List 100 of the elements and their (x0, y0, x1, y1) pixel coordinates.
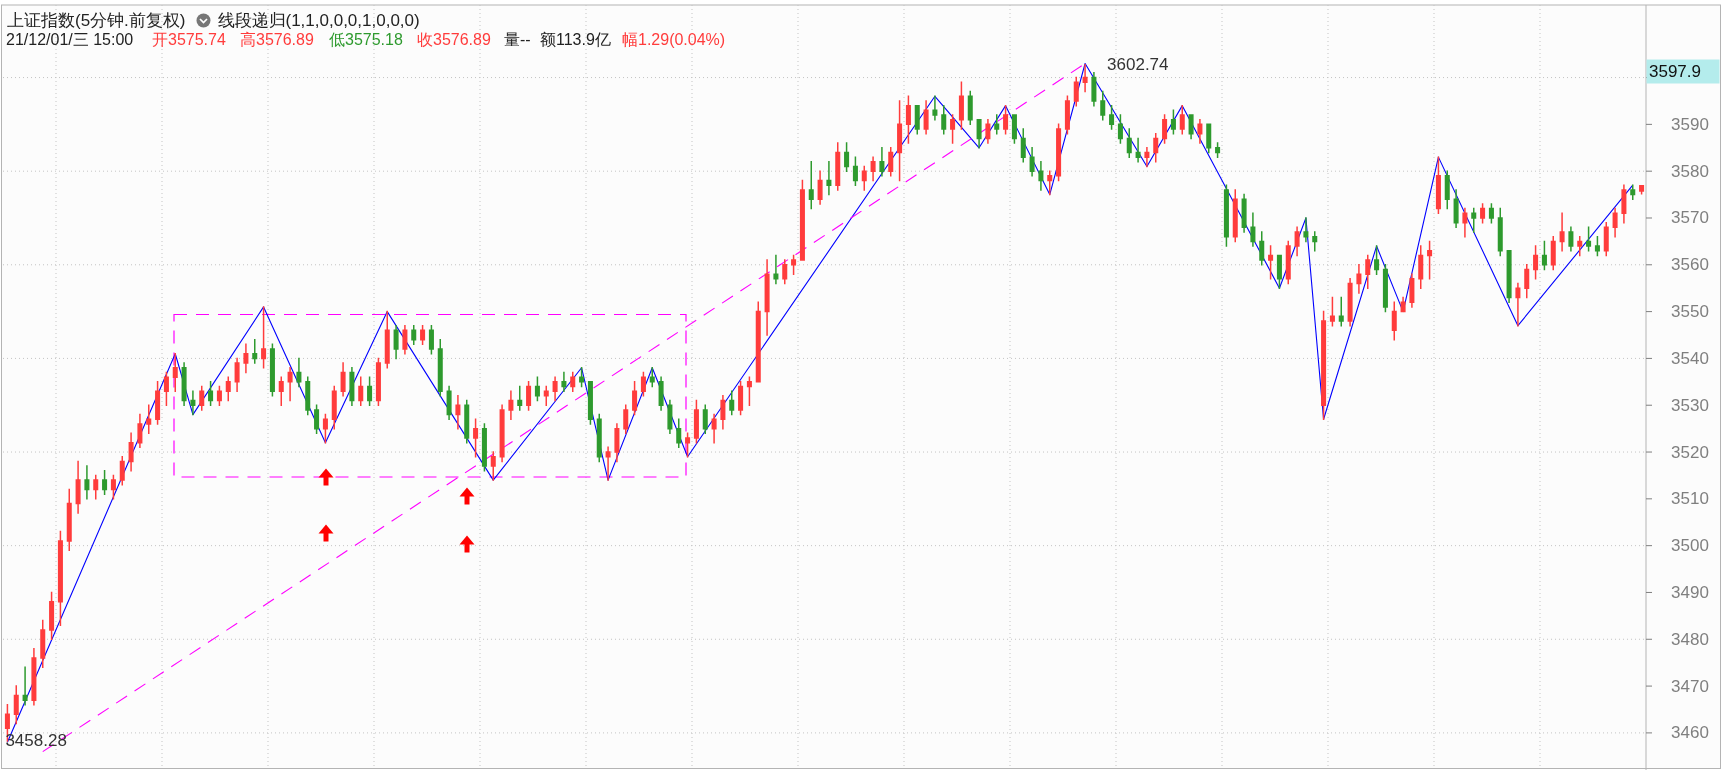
candlestick (314, 404, 320, 435)
candlestick (146, 404, 152, 435)
candlestick (1639, 184, 1645, 195)
candlestick (1162, 114, 1168, 144)
candlestick (287, 367, 293, 402)
candlestick (1109, 104, 1115, 130)
candlestick (1444, 170, 1450, 210)
candlestick (720, 395, 726, 430)
y-tick-label: 3530 (1671, 395, 1709, 415)
candlestick (1356, 264, 1362, 294)
candlestick (66, 488, 72, 552)
candlestick (57, 530, 63, 626)
candlestick (1126, 128, 1132, 158)
candlestick (155, 381, 161, 425)
candlestick (367, 376, 373, 406)
candlestick (49, 591, 55, 641)
candlestick (40, 619, 46, 669)
candlestick (305, 376, 311, 416)
candlestick (870, 156, 876, 182)
candlestick (110, 474, 116, 500)
text: 3597.9 (1649, 62, 1701, 81)
candlestick (296, 357, 302, 388)
candlestick (1612, 207, 1618, 238)
candlestick (446, 385, 452, 421)
annotation: 3602.74 (1107, 55, 1169, 75)
candlestick (1365, 254, 1371, 289)
candlestick (428, 324, 434, 355)
candlestick (1329, 296, 1335, 327)
candlestick (1427, 240, 1433, 280)
candlestick (393, 324, 399, 360)
candlestick (738, 381, 744, 416)
y-tick-label: 3470 (1671, 676, 1709, 696)
candlestick (1462, 207, 1468, 238)
candlestick (1206, 123, 1212, 154)
y-tick-label: 3500 (1671, 536, 1709, 556)
candlestick (526, 381, 532, 411)
candlestick (1524, 264, 1530, 299)
candlestick (1418, 245, 1424, 289)
candlestick (985, 118, 991, 144)
candlestick (243, 343, 249, 374)
y-tick-label: 3490 (1671, 582, 1709, 602)
candlestick (614, 423, 620, 463)
candlestick (543, 385, 549, 406)
candlestick (1020, 128, 1026, 163)
candlestick (1312, 231, 1318, 252)
candlestick (1091, 72, 1097, 107)
candlestick (128, 432, 134, 472)
candlestick (1047, 170, 1053, 196)
candlestick (102, 470, 108, 495)
candlestick (941, 104, 947, 135)
annotation: 3458.28 (5, 731, 67, 751)
candlestick (950, 114, 956, 144)
candlestick (711, 413, 717, 444)
candlestick (1400, 296, 1406, 313)
candlestick (322, 413, 328, 444)
candlestick (1630, 184, 1636, 201)
candlestick (1586, 226, 1592, 252)
candlestick (216, 385, 222, 406)
candlestick (552, 376, 558, 402)
candlestick (473, 418, 479, 458)
candlestick (402, 324, 408, 355)
candlestick (1303, 217, 1309, 243)
candlestick (1197, 118, 1203, 144)
candlestick (1594, 235, 1600, 257)
candlestick (1179, 104, 1185, 135)
candlestick (358, 376, 364, 406)
candlestick (172, 352, 178, 392)
candlestick (852, 156, 858, 186)
annotation: 低3575.18 (329, 31, 403, 48)
candlestick (534, 376, 540, 402)
candlestick (702, 404, 708, 435)
candlestick (1064, 95, 1070, 135)
candlestick (1453, 189, 1459, 229)
candlestick (1497, 207, 1503, 257)
candlestick (897, 100, 903, 182)
annotation: 21/12/01/三 15:00 (6, 31, 134, 48)
candlestick (923, 100, 929, 135)
candlestick (640, 371, 646, 397)
candlestick (905, 95, 911, 144)
candlestick (93, 474, 99, 500)
candlestick (579, 367, 585, 388)
candlestick (1144, 147, 1150, 168)
candlestick (137, 413, 143, 449)
y-tick-label: 3580 (1671, 161, 1709, 181)
candlestick (1603, 221, 1609, 257)
candlestick (1347, 278, 1353, 327)
candlestick (261, 306, 267, 369)
candlestick (1038, 161, 1044, 191)
candlestick (1073, 76, 1079, 107)
candlestick (84, 465, 90, 500)
candlestick (605, 446, 611, 481)
candlestick (649, 367, 655, 388)
y-tick-label: 3460 (1671, 723, 1709, 743)
candlestick (1250, 212, 1256, 247)
candlestick (844, 142, 850, 172)
candlestick (1003, 104, 1009, 135)
candlestick (1374, 245, 1380, 275)
candlestick (508, 390, 514, 421)
chart-subtitle: 线段递归(1,1,0,0,0,1,0,0,0) (217, 11, 420, 30)
candlestick (1577, 235, 1583, 257)
